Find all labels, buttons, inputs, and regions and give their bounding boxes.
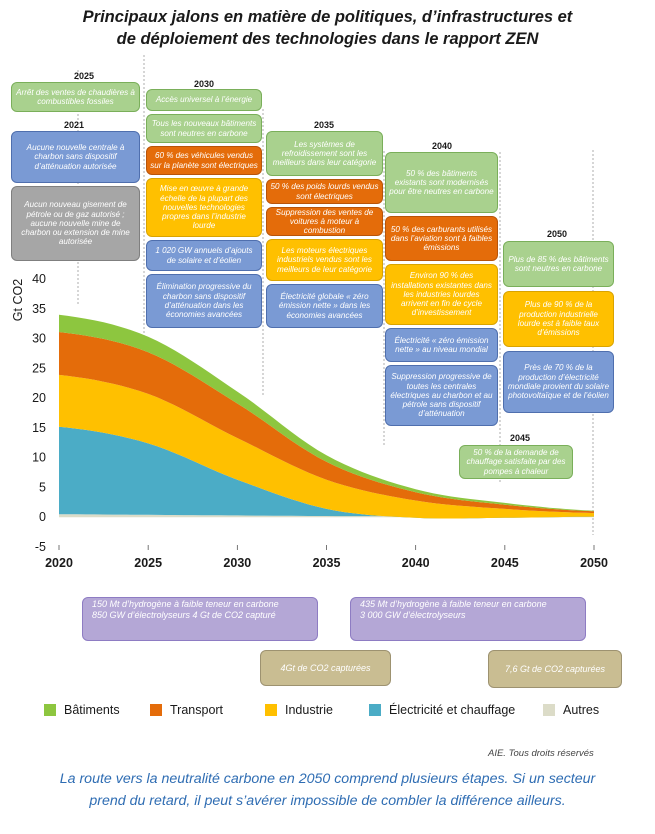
- milestone-2035-motors: Les moteurs électriques industriels vend…: [266, 239, 383, 281]
- y-tick-label: 5: [39, 480, 46, 494]
- milestone-2025-boilers: Arrêt des ventes de chaudières à combust…: [11, 82, 140, 112]
- x-tick-label: 2040: [402, 556, 430, 570]
- milestone-2030-energy-access: Accès universel à l’énergie: [146, 89, 262, 111]
- x-tick-label: 2025: [134, 556, 162, 570]
- milestone-2040-heavy-industry: Environ 90 % des installations existante…: [385, 264, 498, 325]
- hydrogen-2045-line-1: 435 Mt d’hydrogène à faible teneur en ca…: [360, 599, 547, 609]
- legend-item-buildings: Bâtiments: [44, 703, 120, 717]
- y-axis-label: Gt CO2: [11, 279, 25, 321]
- x-tick-label: 2030: [223, 556, 251, 570]
- milestone-2030-buildings: Tous les nouveaux bâtiments sont neutres…: [146, 114, 262, 143]
- year-label-2021: 2021: [63, 120, 85, 130]
- legend-swatch: [265, 704, 277, 716]
- legend-swatch: [543, 704, 555, 716]
- milestone-2040-global-power: Électricité « zéro émission nette » au n…: [385, 328, 498, 362]
- milestone-2045-heat-pumps: 50 % de la demande de chauffage satisfai…: [459, 445, 573, 479]
- x-tick-label: 2035: [313, 556, 341, 570]
- hydrogen-2030-line-1: 150 Mt d’hydrogène à faible teneur en ca…: [92, 599, 279, 609]
- y-tick-label: 15: [32, 421, 46, 435]
- legend-swatch: [369, 704, 381, 716]
- page-title: Principaux jalons en matière de politiqu…: [0, 6, 655, 50]
- figure-caption: La route vers la neutralité carbone en 2…: [0, 768, 655, 812]
- caption-line-1: La route vers la neutralité carbone en 2…: [59, 771, 596, 787]
- x-tick-label: 2020: [45, 556, 73, 570]
- legend-swatch: [44, 704, 56, 716]
- legend-item-electricity: Électricité et chauffage: [369, 703, 515, 717]
- y-tick-label: 35: [32, 302, 46, 316]
- year-label-2030: 2030: [193, 79, 215, 89]
- milestone-2035-cooling: Les systèmes de refroidissement sont les…: [266, 131, 383, 176]
- milestone-2030-solar-wind: 1 020 GW annuels d’ajouts de solaire et …: [146, 240, 262, 271]
- year-label-2045: 2045: [509, 433, 531, 443]
- chart-legend: Bâtiments Transport Industrie Électricit…: [0, 703, 655, 723]
- hydrogen-2045-line-2: 3 000 GW d’électrolyseurs: [360, 609, 466, 620]
- milestone-2040-retrofit: 50 % des bâtiments existants sont modern…: [385, 152, 498, 213]
- milestone-2050-industry: Plus de 90 % de la production industriel…: [503, 291, 614, 347]
- y-tick-label: -5: [35, 540, 46, 554]
- legend-item-other: Autres: [543, 703, 599, 717]
- capture-2035-box: 4Gt de CO2 capturées: [260, 650, 391, 686]
- y-tick-label: 0: [39, 510, 46, 524]
- legend-swatch: [150, 704, 162, 716]
- title-line-1: Principaux jalons en matière de politiqu…: [82, 8, 573, 26]
- x-tick-label: 2045: [491, 556, 519, 570]
- year-label-2040: 2040: [431, 141, 453, 151]
- milestone-2035-ice-cars: Suppression des ventes de voitures à mot…: [266, 207, 383, 236]
- milestone-2040-aviation: 50 % des carburants utilisés dans l’avia…: [385, 216, 498, 261]
- legend-label: Autres: [563, 703, 600, 717]
- y-tick-label: 40: [32, 272, 46, 286]
- area-transport: [59, 332, 594, 514]
- y-tick-label: 10: [32, 451, 46, 465]
- legend-label: Transport: [170, 703, 224, 717]
- hydrogen-2030-box: 150 Mt d’hydrogène à faible teneur en ca…: [82, 597, 318, 641]
- legend-label: Industrie: [285, 703, 333, 717]
- caption-line-2: prend du retard, il peut s’avérer imposs…: [89, 793, 566, 809]
- milestone-2035-trucks: 50 % des poids lourds vendus sont électr…: [266, 179, 383, 204]
- y-tick-label: 20: [32, 391, 46, 405]
- credit-text: AIE. Tous droits réservés: [488, 748, 594, 759]
- year-label-2035: 2035: [313, 120, 335, 130]
- milestone-2021-coal: Aucune nouvelle centrale à charbon sans …: [11, 131, 140, 183]
- area-b-timents: [59, 314, 594, 512]
- legend-label: Bâtiments: [64, 703, 120, 717]
- milestone-2030-coal-phaseout: Élimination progressive du charbon sans …: [146, 274, 262, 328]
- legend-item-transport: Transport: [150, 703, 223, 717]
- capture-2050-box: 7,6 Gt de CO2 capturées: [488, 650, 622, 688]
- milestone-2035-power: Électricité globale « zéro émission nett…: [266, 284, 383, 328]
- legend-item-industry: Industrie: [265, 703, 333, 717]
- milestone-2030-vehicles: 60 % des véhicules vendus sur la planète…: [146, 146, 262, 175]
- year-label-2050: 2050: [546, 229, 568, 239]
- area-industrie: [59, 374, 594, 519]
- area--lectricit-et-chauffage: [59, 426, 594, 519]
- year-label-2025: 2025: [73, 71, 95, 81]
- y-tick-label: 25: [32, 361, 46, 375]
- milestone-2030-industry: Mise en œuvre à grande échelle de la plu…: [146, 178, 262, 237]
- milestone-2040-coal-oil: Suppression progressive de toutes les ce…: [385, 365, 498, 426]
- hydrogen-2030-line-2: 850 GW d’électrolyseurs 4 Gt de CO2 capt…: [92, 609, 276, 620]
- x-tick-label: 2050: [580, 556, 608, 570]
- title-line-2: de déploiement des technologies dans le …: [116, 30, 539, 48]
- y-tick-label: 30: [32, 332, 46, 346]
- milestone-2050-buildings: Plus de 85 % des bâtiments sont neutres …: [503, 241, 614, 287]
- hydrogen-2045-box: 435 Mt d’hydrogène à faible teneur en ca…: [350, 597, 586, 641]
- milestone-2021-oil-gas: Aucun nouveau gisement de pétrole ou de …: [11, 186, 140, 261]
- legend-label: Électricité et chauffage: [389, 703, 516, 717]
- milestone-2050-solar-wind: Près de 70 % de la production d’électric…: [503, 351, 614, 413]
